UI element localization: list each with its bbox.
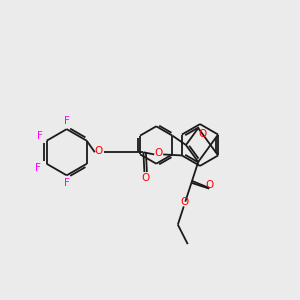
Text: O: O [180,197,188,208]
Text: O: O [198,129,206,139]
Text: F: F [35,163,41,173]
Text: O: O [95,146,103,156]
Text: F: F [64,116,70,126]
Text: O: O [154,148,162,158]
Text: F: F [37,131,43,141]
Text: F: F [64,178,70,188]
Text: O: O [205,180,213,190]
Text: O: O [141,173,149,183]
